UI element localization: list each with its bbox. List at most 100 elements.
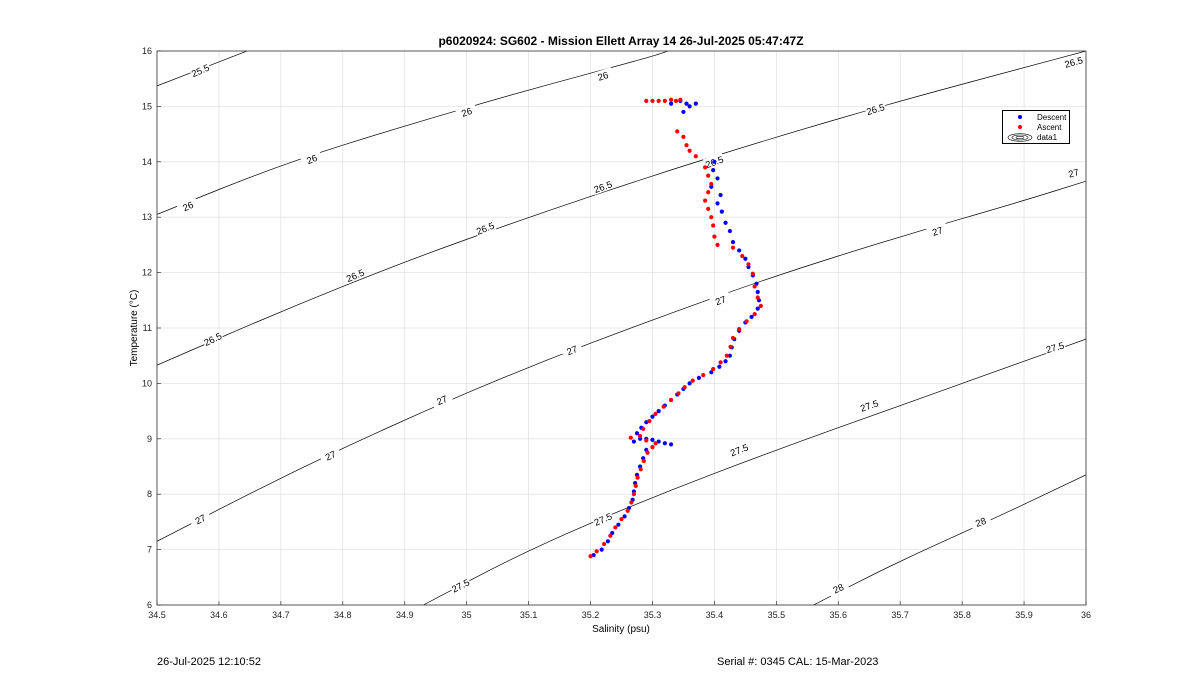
contour-label-bg	[188, 509, 212, 529]
ascent-point	[701, 372, 706, 378]
x-tick-label: 34.8	[334, 610, 352, 620]
y-tick-label: 9	[147, 434, 152, 444]
ascent-point	[656, 98, 661, 103]
contour-label-bg	[1043, 338, 1067, 355]
descent-point	[715, 176, 720, 181]
descent-point	[737, 248, 742, 253]
contour-label: 26.5	[1064, 55, 1085, 70]
ascent-point	[706, 173, 711, 178]
legend-item-data1: data1	[1007, 132, 1057, 142]
ascent-point	[758, 303, 763, 308]
contour-label-bg	[926, 222, 949, 239]
ascent-point	[755, 295, 760, 300]
contour-label-bg	[188, 60, 212, 80]
descent-point	[668, 101, 674, 106]
ascent-point	[706, 206, 711, 211]
ascent-point	[681, 134, 686, 139]
descent-point	[696, 375, 702, 380]
descent-point	[693, 101, 698, 106]
contour-label: 27	[565, 344, 579, 358]
contour-label-bg	[857, 396, 881, 414]
descent-point	[718, 192, 723, 198]
ascent-point	[682, 385, 687, 390]
ascent-point	[715, 242, 720, 247]
contour-label-bg	[591, 509, 615, 528]
plot-frame	[156, 50, 1087, 606]
ascent-point	[668, 397, 674, 403]
descent-point	[717, 364, 722, 369]
ascent-point	[625, 508, 630, 513]
y-tick-label: 8	[147, 489, 152, 499]
x-tick-label: 35.6	[830, 610, 848, 620]
y-tick-label: 16	[142, 46, 152, 56]
contour-label: 26	[596, 70, 609, 84]
x-tick-label: 34.5	[148, 610, 166, 620]
descent-point	[681, 109, 686, 115]
contour-label-bg	[318, 445, 342, 465]
ascent-point	[703, 165, 708, 170]
ascent-point	[644, 438, 649, 443]
descent-point	[715, 201, 720, 206]
ascent-point	[693, 154, 698, 159]
contour-label-bg	[1062, 53, 1085, 70]
legend-item-descent: Descent	[1007, 112, 1066, 122]
y-tick-label: 12	[142, 268, 152, 278]
x-tick-label: 35	[462, 610, 472, 620]
ascent-point	[602, 541, 607, 547]
ascent-point	[668, 97, 674, 102]
legend-label-data1: data1	[1037, 132, 1058, 142]
ascent-point	[709, 215, 714, 220]
y-tick-label: 14	[142, 157, 152, 167]
legend: Descent Ascent data1	[1002, 110, 1070, 144]
axes: 34.5 34.6 34.7 34.8 34.9 35 35.1 35.2 35.3 35.4 35…	[142, 46, 1091, 620]
descent-point	[668, 442, 674, 447]
ascent-point	[718, 360, 723, 365]
contour-label-bg	[591, 177, 615, 195]
ascent-point	[744, 319, 749, 324]
ascent-point	[703, 198, 708, 203]
ascent-point	[728, 344, 733, 349]
contour-label: 26	[305, 153, 319, 167]
contour-label: 27	[931, 225, 944, 239]
descent-point	[712, 159, 717, 164]
ascent-point	[631, 492, 636, 497]
contour-label: 27	[714, 294, 728, 308]
descent-point	[755, 289, 760, 295]
ascent-point	[594, 549, 599, 554]
contour-label: 26	[181, 200, 195, 214]
contour-label-bg	[826, 578, 850, 598]
ascent-point	[653, 411, 658, 416]
descent-marker-icon	[1018, 115, 1022, 119]
contour-label-bg	[448, 575, 472, 595]
contour-label: 27.5	[859, 398, 880, 414]
x-tick-label: 35.8	[953, 610, 971, 620]
contour-label: 27	[1067, 167, 1080, 180]
descent-point	[723, 359, 728, 364]
descent-point	[631, 439, 636, 444]
ascent-point	[711, 223, 716, 228]
y-tick-label: 13	[142, 212, 152, 222]
contour-label: 27	[324, 449, 338, 463]
contour-line-27-5	[423, 338, 1086, 605]
contour-label-bg	[473, 218, 497, 237]
ascent-point	[613, 525, 618, 530]
ascent-point	[706, 190, 711, 195]
contour-line-27	[157, 180, 1086, 542]
contour-label-bg	[591, 67, 614, 84]
contour-label: 26.5	[865, 102, 886, 118]
contour-label-bg	[969, 512, 992, 531]
ascent-point	[638, 467, 643, 472]
ascent-point	[637, 433, 643, 439]
contour-label: 26.5	[475, 221, 496, 238]
ascent-point	[740, 253, 745, 259]
contour-label: 27	[435, 394, 449, 408]
contour-label-bg	[727, 440, 751, 459]
ascent-point	[724, 353, 729, 358]
y-tick-label: 7	[147, 545, 152, 555]
ascent-point	[633, 483, 638, 488]
ascent-point	[653, 441, 658, 446]
descent-point	[723, 220, 728, 225]
timestamp-footer: 26-Jul-2025 12:10:52	[157, 656, 261, 668]
descent-point	[727, 228, 732, 234]
